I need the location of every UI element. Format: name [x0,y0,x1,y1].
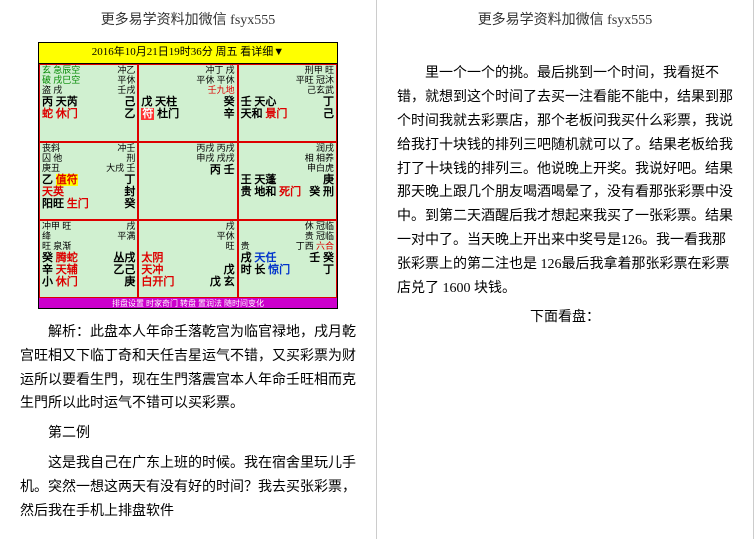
header-right: 更多易学资料加微信 fsyx555 [397,10,733,32]
story-paragraph: 里一个一个的挑。最后挑到一个时间，我看挺不错，就想到这个时间了去买一注看能不能中… [397,62,733,300]
chart-cell-1: 冲丁 戌平休 平休壬九地戊 天柱癸符 杜门辛 [138,64,237,142]
example2-heading: 第二例 [20,422,356,446]
chart-footer: 排盘设置 时家奇门 转盘 置润法 随时间变化 [39,298,337,308]
chart-cell-7: 戌平休旺太阴天冲戊白开门戊 玄 [138,220,237,298]
see-chart-text: 下面看盘： [397,306,733,330]
right-page: 更多易学资料加微信 fsyx555 里一个一个的挑。最后挑到一个时间，我看挺不错… [377,0,754,539]
chart-cell-5: 润戌相 相养申白虎王 天蓬庚贵 地和 死门癸 刑 [238,142,337,220]
header-left: 更多易学资料加微信 fsyx555 [20,10,356,32]
chart-cell-6: 冲甲 旺 戌绛 平满旺 泉渐癸 腾蛇丛戌辛 天辅乙己小 休门庚 [39,220,138,298]
chart-cell-2: 刑甲 旺平旺 冠沐己玄武壬 天心丁天和 景门己 [238,64,337,142]
chart-cell-3: 丧斜冲壬囚 他刑庚丑大戌 壬乙 值符丁天英封阳旺 生门癸 [39,142,138,220]
chart-cell-4: 丙戌 丙戌申戌 戌戌丙 壬 [138,142,237,220]
analysis-paragraph: 解析：此盘本人年命壬落乾宫为临官禄地，戌月乾宫旺相又下临丁奇和天任吉星运气不错，… [20,321,356,416]
chart-cell-8: 休 冠临贵 冠临贵丁西 六合戌 天任壬 癸时 长 惊门丁 [238,220,337,298]
chart-title: 2016年10月21日19时36分 周五 看详细▼ [39,43,337,64]
chart-grid: 玄 急辰空冲乙破 戌巳空平休盗 戌壬戌丙 天芮己蛇 休门乙冲丁 戌平休 平休壬九… [39,64,337,298]
left-page: 更多易学资料加微信 fsyx555 2016年10月21日19时36分 周五 看… [0,0,377,539]
chart-cell-0: 玄 急辰空冲乙破 戌巳空平休盗 戌壬戌丙 天芮己蛇 休门乙 [39,64,138,142]
example2-paragraph: 这是我自己在广东上班的时候。我在宿舍里玩儿手机。突然一想这两天有没有好的时间？我… [20,452,356,523]
qimen-chart: 2016年10月21日19时36分 周五 看详细▼ 玄 急辰空冲乙破 戌巳空平休… [38,42,338,309]
